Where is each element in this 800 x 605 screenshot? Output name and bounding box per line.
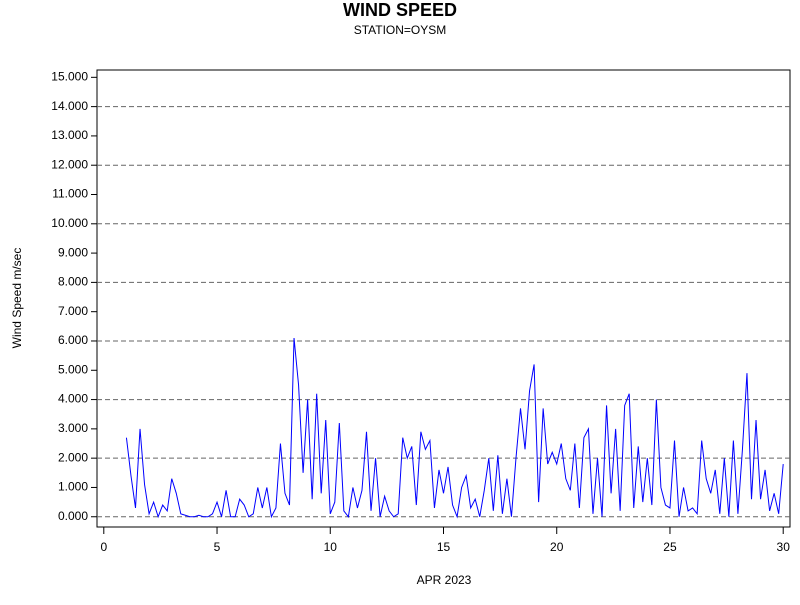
x-tick-label: 0	[100, 540, 107, 554]
y-tick-label: 14.000	[51, 99, 88, 113]
x-axis-label: APR 2023	[417, 573, 472, 587]
x-tick-label: 30	[777, 540, 791, 554]
y-tick-label: 9.000	[58, 245, 88, 259]
y-tick-label: 13.000	[51, 128, 88, 142]
y-tick-label: 12.000	[51, 157, 88, 171]
y-tick-label: 0.000	[58, 509, 88, 523]
y-tick-label: 15.000	[51, 69, 88, 83]
chart-title: WIND SPEED	[343, 0, 457, 20]
x-tick-label: 20	[550, 540, 564, 554]
wind-line	[125, 338, 784, 519]
y-tick-label: 11.000	[52, 187, 88, 201]
chart-subtitle: STATION=OYSM	[354, 23, 447, 37]
y-tick-label: 4.000	[58, 392, 88, 406]
x-tick-label: 10	[324, 540, 338, 554]
y-tick-label: 10.000	[51, 216, 88, 230]
y-tick-label: 5.000	[58, 362, 88, 376]
y-tick-label: 8.000	[58, 275, 88, 289]
x-tick-label: 5	[214, 540, 221, 554]
y-tick-label: 7.000	[58, 304, 88, 318]
x-tick-label: 15	[437, 540, 451, 554]
x-tick-label: 25	[663, 540, 677, 554]
y-tick-label: 3.000	[58, 421, 88, 435]
y-tick-label: 1.000	[58, 480, 88, 494]
y-axis-label: Wind Speed m/sec	[10, 248, 24, 349]
y-tick-label: 2.000	[58, 450, 88, 464]
y-tick-label: 6.000	[58, 333, 88, 347]
